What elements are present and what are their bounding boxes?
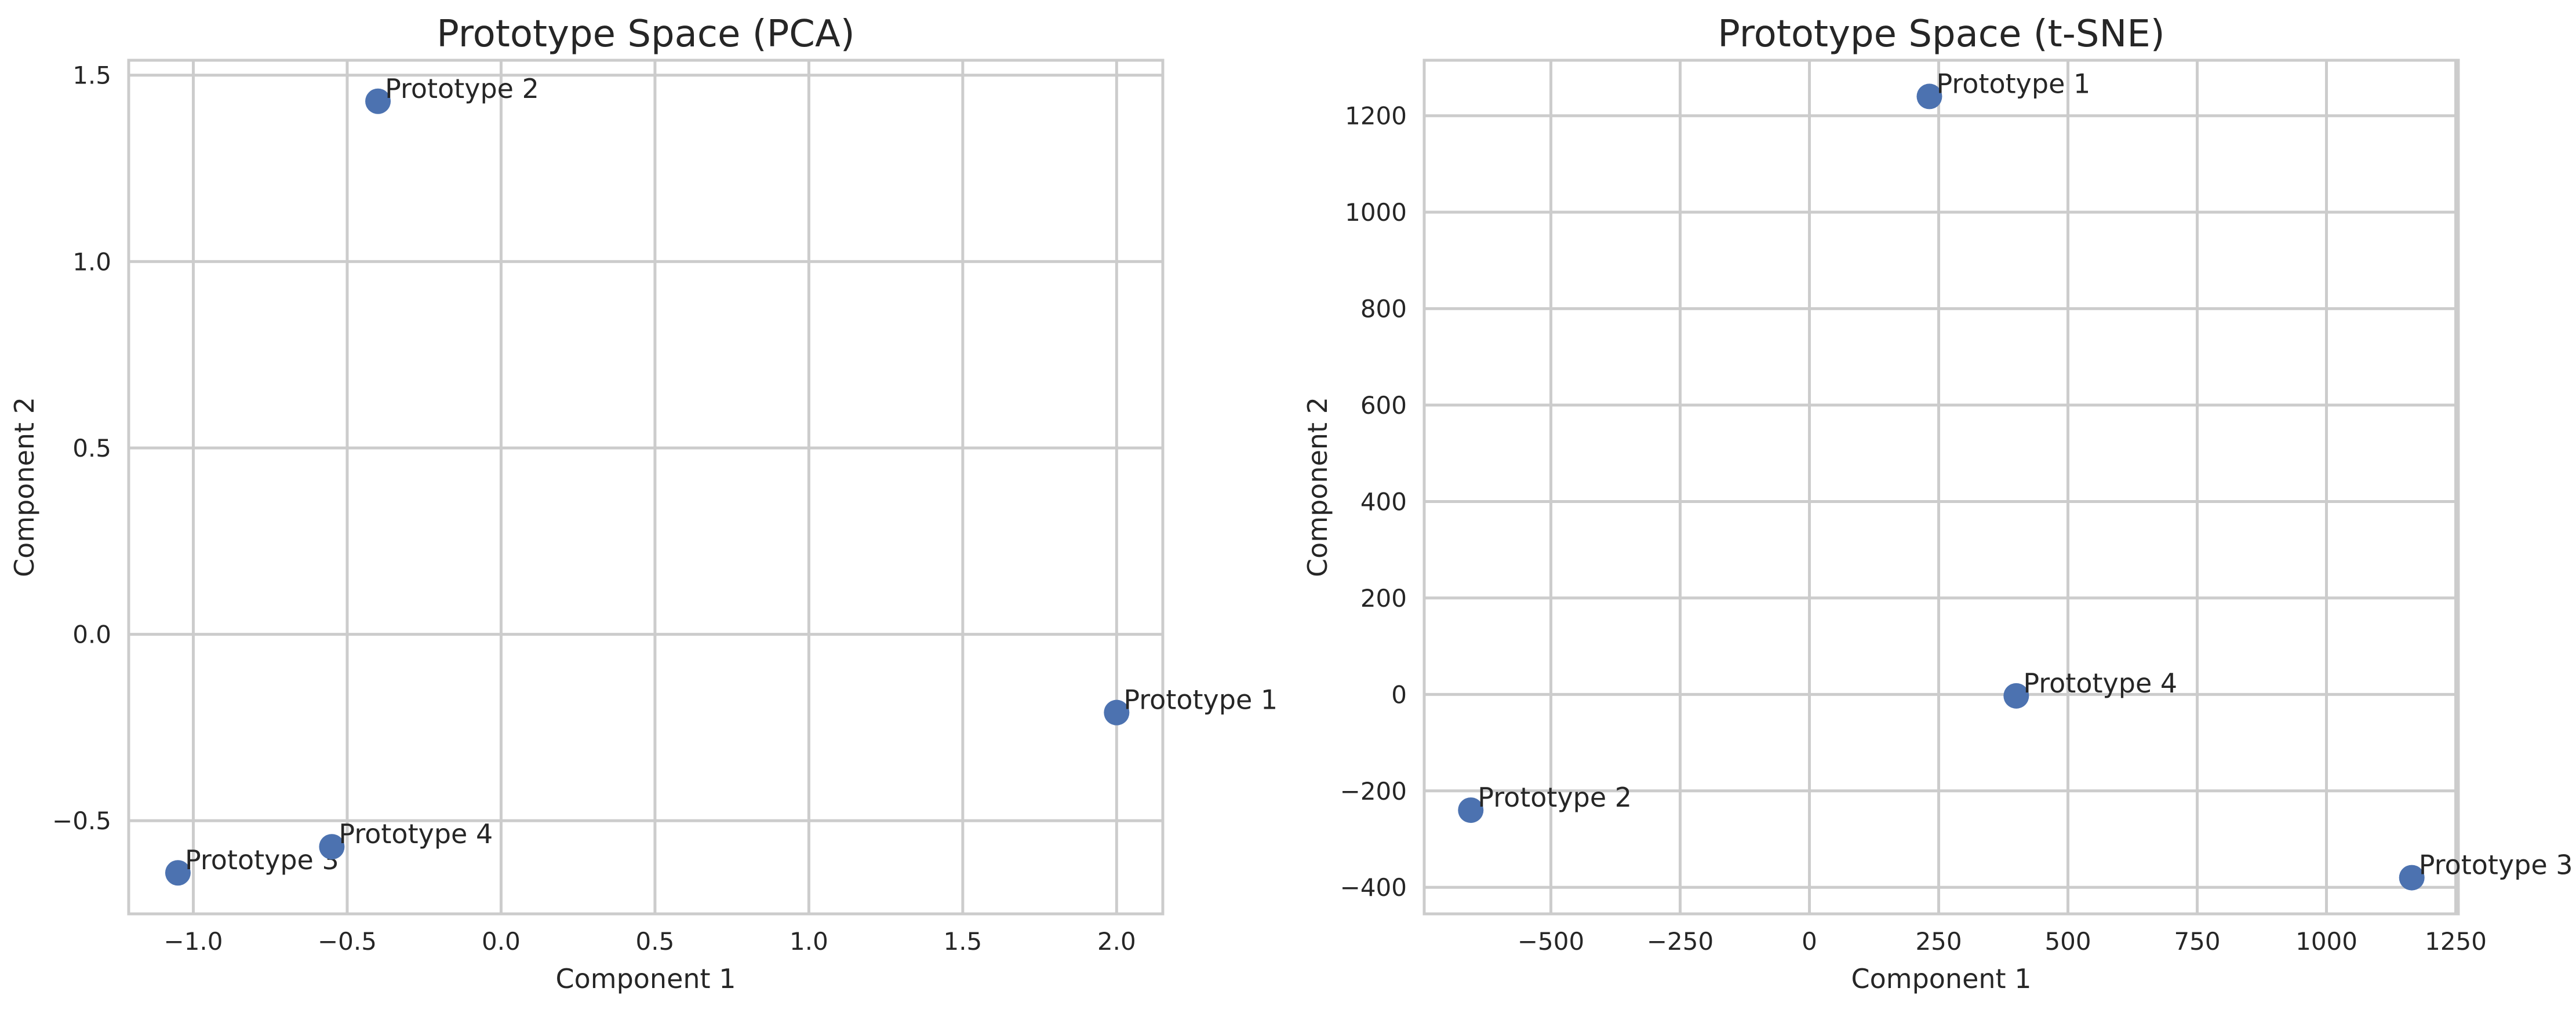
y-tick-label: −200 bbox=[1340, 777, 1407, 805]
data-point bbox=[1916, 83, 1942, 110]
y-tick-label: 1200 bbox=[1345, 102, 1407, 130]
y-tick-label: 600 bbox=[1360, 391, 1407, 420]
y-axis-label: Component 2 bbox=[1302, 397, 1333, 577]
y-tick-label: 0.5 bbox=[72, 434, 111, 462]
plot-area bbox=[129, 60, 1163, 914]
chart-title: Prototype Space (PCA) bbox=[436, 13, 854, 56]
data-point bbox=[1458, 797, 1484, 823]
point-label: Prototype 2 bbox=[1478, 782, 1632, 813]
point-label: Prototype 4 bbox=[2023, 668, 2177, 699]
point-label: Prototype 2 bbox=[385, 73, 539, 104]
point-label: Prototype 3 bbox=[185, 844, 339, 876]
x-tick-label: 1.5 bbox=[943, 927, 982, 956]
x-tick-label: 2.0 bbox=[1097, 927, 1136, 956]
point-label: Prototype 1 bbox=[1936, 68, 2090, 99]
y-tick-label: 1.0 bbox=[72, 247, 111, 276]
y-tick-label: 1000 bbox=[1345, 198, 1407, 227]
y-tick-label: 0 bbox=[1391, 680, 1407, 709]
x-tick-label: 750 bbox=[2174, 927, 2220, 956]
axes-frame bbox=[127, 59, 1165, 916]
x-tick-label: 0.5 bbox=[636, 927, 675, 956]
data-point bbox=[2399, 865, 2425, 891]
x-tick-label: −1.0 bbox=[164, 927, 223, 956]
plot-area bbox=[1424, 60, 2458, 914]
axes-frame bbox=[1422, 59, 2460, 916]
y-tick-label: −0.5 bbox=[52, 807, 111, 835]
point-label: Prototype 4 bbox=[339, 818, 493, 850]
x-axis-label: Component 1 bbox=[556, 963, 736, 994]
data-point bbox=[365, 88, 391, 114]
data-point bbox=[165, 860, 191, 886]
x-tick-label: 500 bbox=[2044, 927, 2091, 956]
data-point bbox=[319, 834, 345, 860]
data-point bbox=[2003, 683, 2029, 709]
point-label: Prototype 3 bbox=[2419, 850, 2573, 881]
y-tick-label: −400 bbox=[1340, 873, 1407, 902]
data-point bbox=[1104, 699, 1130, 726]
x-axis-label: Component 1 bbox=[1851, 963, 2032, 994]
x-tick-label: −500 bbox=[1518, 927, 1584, 956]
chart-panel-2: −500 −250 0 250 500 750 1000 1250 −400 −200 0 200 40… bbox=[1302, 13, 2573, 994]
point-label: Prototype 1 bbox=[1123, 684, 1278, 716]
y-axis-label: Component 2 bbox=[9, 397, 40, 577]
x-tick-label: 1250 bbox=[2425, 927, 2487, 956]
y-tick-label: 200 bbox=[1360, 584, 1407, 613]
x-tick-label: −0.5 bbox=[318, 927, 377, 956]
x-tick-label: 250 bbox=[1915, 927, 1962, 956]
x-tick-label: 1.0 bbox=[789, 927, 828, 956]
x-tick-label: 0.0 bbox=[482, 927, 521, 956]
y-tick-label: 800 bbox=[1360, 295, 1407, 323]
y-tick-label: 400 bbox=[1360, 487, 1407, 516]
x-tick-label: 0 bbox=[1802, 927, 1817, 956]
x-tick-label: −250 bbox=[1647, 927, 1713, 956]
chart-title: Prototype Space (t-SNE) bbox=[1718, 13, 2165, 56]
y-tick-label: 1.5 bbox=[72, 61, 111, 90]
y-tick-label: 0.0 bbox=[72, 621, 111, 649]
chart-panel-1: −1.0 −0.5 0.0 0.5 1.0 1.5 2.0 −0.5 0.0 0.5 1.0 1.5 P… bbox=[9, 13, 1278, 994]
x-tick-label: 1000 bbox=[2295, 927, 2357, 956]
